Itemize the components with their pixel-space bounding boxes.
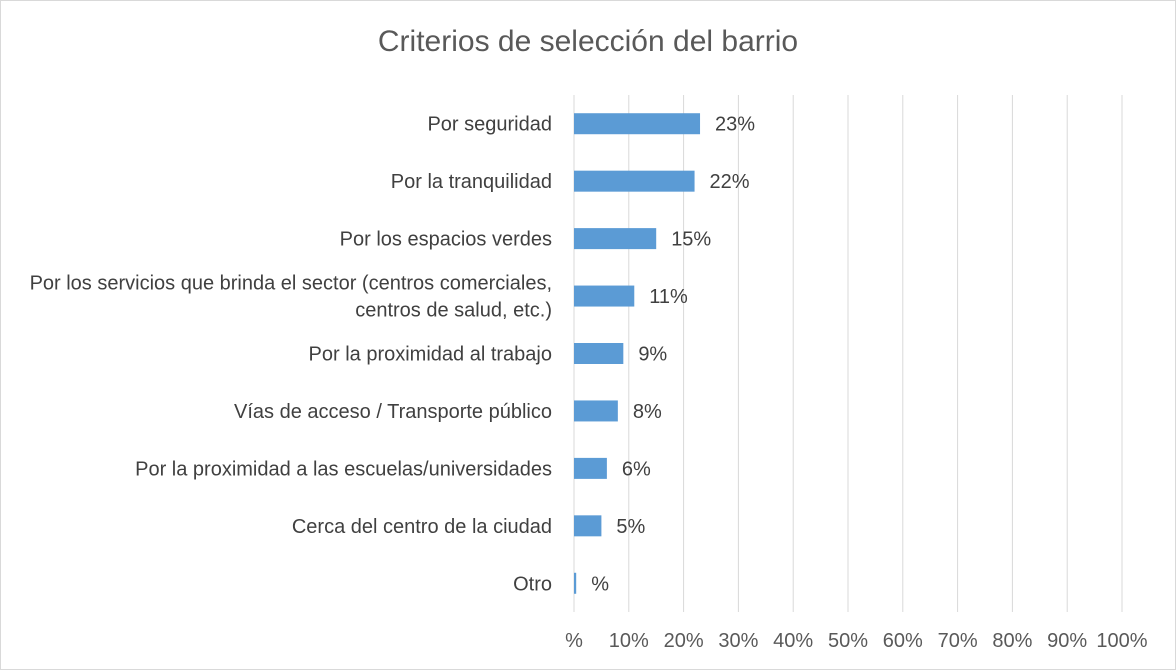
category-label: Por la proximidad al trabajo <box>309 344 552 366</box>
chart-title: Criterios de selección del barrio <box>377 25 799 58</box>
category-label: Otro <box>513 573 552 595</box>
x-tick-label: 30% <box>718 630 758 652</box>
data-label: 23% <box>715 114 755 136</box>
bar <box>574 113 701 135</box>
data-label: 6% <box>622 458 651 480</box>
x-tick-label: 50% <box>828 630 868 652</box>
data-label: 5% <box>616 516 645 538</box>
x-tick-label: % <box>565 630 583 652</box>
data-label: % <box>591 573 609 595</box>
category-label: Vías de acceso / Transporte público <box>234 401 552 423</box>
bar <box>574 343 624 364</box>
x-tick-label: 80% <box>992 630 1032 652</box>
bar <box>574 572 577 594</box>
data-label: 22% <box>710 171 750 193</box>
category-label: centros de salud, etc.) <box>355 300 552 322</box>
x-tick-label: 20% <box>664 630 704 652</box>
bar <box>574 457 607 479</box>
x-tick-label: 40% <box>773 630 813 652</box>
x-tick-label: 70% <box>938 630 978 652</box>
category-label: Cerca del centro de la ciudad <box>292 516 552 538</box>
x-tick-label: 10% <box>609 630 649 652</box>
bar <box>574 515 602 537</box>
data-label: 8% <box>633 401 662 423</box>
data-label: 15% <box>671 229 711 251</box>
category-label: Por los espacios verdes <box>340 229 552 251</box>
bar <box>574 228 657 250</box>
bar <box>574 170 695 192</box>
x-tick-label: 90% <box>1047 630 1087 652</box>
category-label: Por la tranquilidad <box>391 171 552 193</box>
data-label: 11% <box>649 286 688 308</box>
category-label: Por los servicios que brinda el sector (… <box>30 273 552 295</box>
data-label: 9% <box>638 344 667 366</box>
x-tick-label: 60% <box>883 630 923 652</box>
category-label: Por la proximidad a las escuelas/univers… <box>135 458 552 480</box>
bar <box>574 400 618 422</box>
category-label: Por seguridad <box>427 114 552 136</box>
x-tick-label: 100% <box>1096 630 1147 652</box>
bar <box>574 285 635 307</box>
